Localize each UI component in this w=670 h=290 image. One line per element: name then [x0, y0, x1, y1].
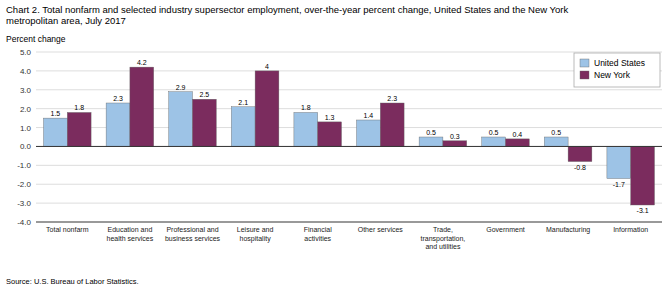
bars — [44, 67, 655, 205]
y-tick-label: 3.0 — [20, 86, 32, 95]
data-label: -0.8 — [574, 164, 586, 171]
grid-line — [36, 165, 662, 166]
x-tick-label: Total nonfarm — [46, 226, 89, 233]
data-label: 2.5 — [200, 91, 210, 98]
y-tick-label: 5.0 — [20, 48, 32, 57]
x-tick-label: Government — [486, 226, 525, 233]
y-tick-label: 0.0 — [20, 142, 32, 151]
bar — [44, 118, 68, 146]
x-tick-label-line: and utilities — [425, 243, 461, 250]
data-label: 0.3 — [450, 133, 460, 140]
legend: United States New York — [574, 53, 660, 87]
title-line: Chart 2. Total nonfarm and selected indu… — [6, 4, 568, 15]
bar — [568, 146, 592, 161]
x-tick-label: Trade, transportation,and utilities — [421, 226, 466, 250]
bar — [67, 112, 91, 146]
title: Chart 2. Total nonfarm and selected indu… — [6, 4, 568, 26]
data-labels: 1.5 2.3 2.9 2.1 1.8 1.4 0.5 0.5 0.5 -1.7 1.8 4.2 2.5… — [51, 59, 649, 214]
bar — [193, 99, 217, 146]
bar — [443, 141, 467, 147]
x-tick-label: Professional and business services — [165, 226, 221, 242]
bar — [544, 137, 568, 146]
data-label: 1.8 — [301, 104, 311, 111]
bar — [169, 92, 193, 147]
grid-line — [36, 222, 662, 223]
bar — [380, 103, 404, 146]
y-tick-label: 1.0 — [20, 124, 32, 133]
x-tick-label-line: Total nonfarm — [46, 226, 89, 233]
x-tick-label-line: Financial — [304, 226, 332, 233]
x-tick-label-line: health services — [107, 235, 154, 242]
chart: Chart 2. Total nonfarm and selected indu… — [0, 0, 670, 290]
x-tick-label: Financial activities — [304, 226, 332, 242]
y-tick-label: -2.0 — [17, 180, 31, 189]
data-label: 2.9 — [176, 84, 186, 91]
x-axis-line — [36, 222, 662, 223]
y-tick-label: -3.0 — [17, 199, 31, 208]
data-label: 2.1 — [238, 99, 248, 106]
data-label: 2.3 — [113, 95, 123, 102]
x-tick-label-line: Professional and — [166, 226, 218, 233]
bar — [255, 71, 279, 147]
bar — [130, 67, 154, 146]
bar — [506, 139, 530, 147]
bar — [419, 137, 443, 146]
bar — [318, 122, 342, 147]
grid-line — [36, 146, 662, 147]
x-tick-label-line: Information — [613, 226, 648, 233]
data-label: 4.2 — [137, 59, 147, 66]
bar — [607, 146, 631, 178]
bar — [482, 137, 506, 146]
data-label: 1.8 — [74, 104, 84, 111]
data-label: -1.7 — [613, 181, 625, 188]
x-tick-label-line: Manufacturing — [546, 226, 590, 234]
data-label: -3.1 — [637, 207, 649, 214]
x-tick-label-line: hospitality — [240, 235, 272, 243]
y-tick-label: 2.0 — [20, 105, 32, 114]
grid — [36, 52, 662, 222]
x-tick-label-line: Education and — [108, 226, 153, 233]
bar — [294, 112, 318, 146]
x-tick-label-line: Leisure and — [237, 226, 274, 233]
grid-line — [36, 203, 662, 204]
data-label: 0.5 — [426, 129, 436, 136]
y-tick-label: -4.0 — [17, 218, 31, 227]
legend-frame — [574, 53, 660, 87]
bar — [231, 107, 255, 147]
x-tick-label: Education and health services — [107, 226, 154, 242]
x-tick-label-line: business services — [165, 235, 221, 242]
bar — [106, 103, 130, 146]
x-tick-label: Information — [613, 226, 648, 233]
title-line: metropolitan area, July 2017 — [6, 15, 126, 26]
x-tick-label-line: Trade, — [433, 226, 453, 233]
grid-line — [36, 184, 662, 185]
x-tick-label-line: Government — [486, 226, 525, 233]
data-label: 0.4 — [513, 131, 523, 138]
bar — [631, 146, 655, 205]
x-tick-label: Other services — [358, 226, 404, 233]
legend-label: United States — [594, 58, 645, 68]
y-tick-label: 4.0 — [20, 67, 32, 76]
data-label: 1.4 — [364, 112, 374, 119]
grid-line — [36, 52, 662, 53]
y-axis-label: Percent change — [6, 34, 66, 44]
x-tick-label: Manufacturing — [546, 226, 590, 234]
zero-line — [36, 146, 662, 147]
data-label: 2.3 — [387, 95, 397, 102]
data-label: 4 — [265, 63, 269, 70]
legend-swatch — [580, 71, 589, 79]
x-tick-label-line: Other services — [358, 226, 404, 233]
source: Source: U.S. Bureau of Labor Statistics. — [6, 277, 139, 286]
x-tick-label: Leisure and hospitality — [237, 226, 274, 243]
data-label: 0.5 — [489, 129, 499, 136]
data-label: 1.5 — [51, 110, 61, 117]
data-label: 1.3 — [325, 114, 335, 121]
legend-swatch — [580, 59, 589, 67]
data-label: 0.5 — [551, 129, 561, 136]
x-tick-label-line: transportation, — [421, 235, 466, 243]
y-tick-label: -1.0 — [17, 161, 31, 170]
bar — [357, 120, 381, 146]
legend-label: New York — [594, 70, 631, 80]
x-tick-label-line: activities — [304, 235, 331, 242]
